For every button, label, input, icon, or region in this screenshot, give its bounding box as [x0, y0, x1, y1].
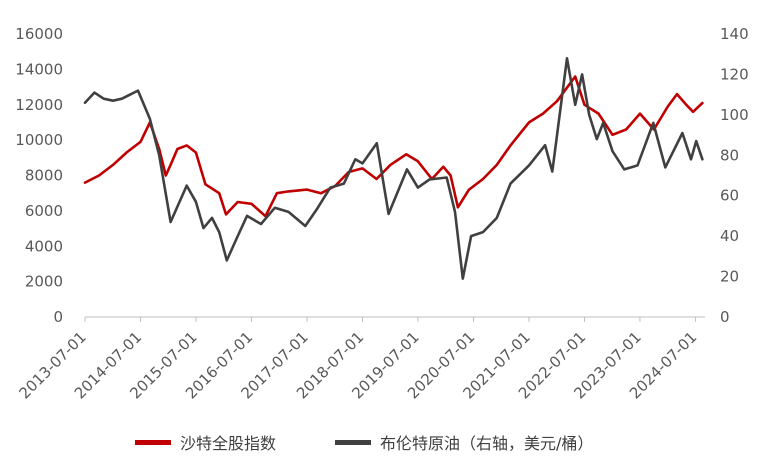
legend-swatch-saudi-index: [135, 440, 171, 445]
right-y-tick-label: 0: [720, 308, 730, 326]
series-line-brent: [83, 56, 704, 280]
left-y-tick-label: 0: [53, 308, 63, 326]
x-axis: 2013-07-012014-07-012015-07-012016-07-01…: [15, 316, 705, 402]
left-y-tick-label: 10000: [15, 131, 63, 149]
right-y-tick-label: 60: [720, 187, 739, 205]
left-y-tick-label: 14000: [15, 60, 63, 78]
legend: 沙特全股指数 布伦特原油（右轴，美元/桶）: [135, 434, 593, 453]
legend-label-brent: 布伦特原油（右轴，美元/桶）: [380, 434, 593, 453]
series-layer: [83, 56, 704, 280]
left-y-tick-label: 4000: [25, 237, 63, 255]
left-y-tick-label: 16000: [15, 25, 63, 43]
left-y-tick-label: 6000: [25, 202, 63, 220]
legend-swatch-brent: [335, 440, 371, 445]
right-y-tick-label: 40: [720, 227, 739, 245]
left-y-tick-label: 12000: [15, 96, 63, 114]
right-y-tick-label: 80: [720, 146, 739, 164]
left-y-axis: 0 2000 4000 6000 8000 10000 12000 14000 16000: [15, 25, 63, 326]
left-y-tick-label: 2000: [25, 273, 63, 291]
left-y-tick-label: 8000: [25, 167, 63, 185]
right-y-tick-label: 120: [720, 65, 749, 83]
right-y-tick-label: 140: [720, 25, 749, 43]
series-line-saudi-index: [83, 75, 704, 218]
right-y-tick-label: 20: [720, 268, 739, 286]
right-y-tick-label: 100: [720, 106, 749, 124]
legend-label-saudi-index: 沙特全股指数: [180, 434, 276, 453]
right-y-axis: 0 20 40 60 80 100 120 140: [720, 25, 749, 326]
